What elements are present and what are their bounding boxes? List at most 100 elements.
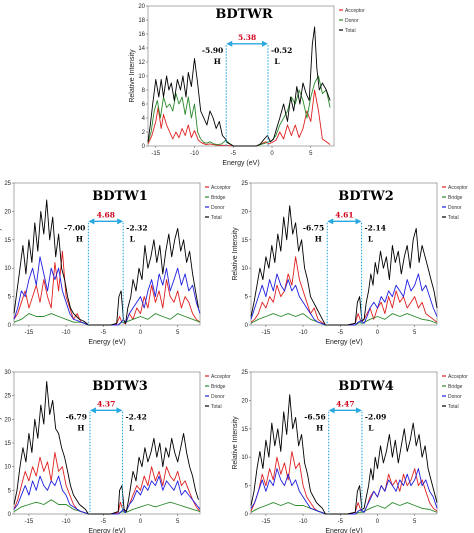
homo-value-label: -6.75	[303, 223, 324, 232]
y-tick-label: 20	[138, 4, 145, 10]
legend-label: Donor	[345, 18, 359, 24]
x-tick-label: 0	[376, 519, 380, 525]
homo-letter-label: H	[214, 57, 221, 66]
y-tick-label: 15	[4, 441, 11, 447]
gap-value-label: 5.38	[238, 33, 256, 42]
series-line-donor	[13, 256, 201, 326]
gap-arrow-right-head	[261, 40, 268, 47]
series-line-total	[147, 26, 331, 147]
y-tick-label: 12	[138, 60, 145, 66]
homo-letter-label: H	[77, 423, 84, 432]
x-axis-title: Energy (eV)	[325, 339, 362, 346]
legend-label: Bridge	[211, 384, 226, 390]
series-line-donor	[250, 273, 438, 326]
series-line-donor	[250, 468, 438, 515]
panel-title: BDTW1	[92, 189, 148, 204]
y-tick-label: 5	[8, 295, 12, 301]
y-axis-title: Relative Intensity	[0, 416, 2, 470]
x-tick-label: -10	[62, 330, 71, 336]
legend-label: Total	[448, 404, 459, 410]
x-tick-label: 5	[176, 330, 180, 336]
legend-label: Acceptor	[345, 8, 365, 14]
gap-value-label: 4.68	[97, 210, 115, 219]
x-tick-label: -15	[151, 151, 160, 157]
y-tick-label: 20	[4, 417, 11, 423]
legend-label: Donor	[211, 394, 225, 400]
y-tick-label: 10	[241, 266, 248, 272]
panel-bdtw1: 0 5 10 15 20 25 -15 -10 -5 0 5 Energy (eV) Relative …	[0, 181, 231, 346]
lumo-letter-label: L	[130, 234, 136, 243]
series-line-total	[13, 381, 199, 515]
x-tick-label: -5	[231, 151, 237, 157]
y-tick-label: 6	[142, 102, 146, 108]
y-tick-label: 25	[4, 181, 11, 187]
x-tick-label: 0	[270, 151, 274, 157]
plot-frame	[250, 182, 438, 326]
x-axis-title: Energy (eV)	[222, 160, 259, 167]
y-tick-label: 30	[4, 370, 11, 376]
y-tick-label: 18	[138, 18, 145, 24]
lumo-value-label: -2.14	[365, 223, 386, 232]
x-tick-label: -10	[299, 519, 308, 525]
legend-label: Bridge	[448, 195, 463, 201]
x-axis-title: Energy (eV)	[325, 528, 362, 533]
y-tick-label: 10	[4, 266, 11, 272]
series-line-total	[250, 205, 438, 326]
legend-label: Donor	[211, 205, 225, 211]
homo-value-label: -5.90	[202, 46, 223, 55]
x-tick-label: -5	[338, 330, 344, 336]
gap-arrow-left-head	[88, 218, 95, 225]
x-tick-label: -5	[101, 519, 107, 525]
series-line-bridge	[250, 313, 438, 326]
y-tick-label: 2	[142, 130, 146, 136]
y-tick-label: 10	[4, 465, 11, 471]
y-tick-label: 4	[142, 116, 146, 122]
lumo-value-label: -0.52	[271, 46, 292, 55]
legend-label: Acceptor	[448, 374, 468, 380]
x-tick-label: 0	[139, 330, 143, 336]
x-tick-label: 5	[413, 519, 417, 525]
y-axis-title: Relative Intensity	[129, 49, 136, 103]
gap-arrow-right-head	[355, 407, 362, 414]
y-tick-label: 20	[241, 209, 248, 215]
gap-value-label: 4.37	[97, 399, 115, 408]
x-tick-label: -15	[25, 330, 34, 336]
series-line-bridge	[13, 313, 201, 326]
y-tick-label: 0	[142, 144, 146, 150]
homo-letter-label: H	[316, 423, 323, 432]
plot-frame	[147, 5, 335, 147]
gap-value-label: 4.61	[335, 210, 353, 219]
x-tick-label: -5	[338, 519, 344, 525]
lumo-letter-label: L	[368, 234, 374, 243]
legend-label: Donor	[448, 394, 462, 400]
gap-arrow-right-head	[355, 218, 362, 225]
legend-label: Bridge	[448, 384, 463, 390]
y-tick-label: 15	[241, 427, 248, 433]
y-tick-label: 16	[138, 32, 145, 38]
homo-letter-label: H	[315, 234, 322, 243]
panel-title: BDTW3	[92, 379, 148, 394]
legend-label: Acceptor	[211, 374, 231, 380]
y-tick-label: 15	[241, 238, 248, 244]
y-tick-label: 25	[241, 370, 248, 376]
x-tick-label: -15	[262, 519, 271, 525]
y-tick-label: 14	[138, 46, 145, 52]
x-tick-label: -10	[299, 330, 308, 336]
series-line-donor	[13, 475, 201, 515]
y-tick-label: 5	[245, 295, 249, 301]
x-axis-title: Energy (eV)	[88, 528, 125, 533]
gap-arrow-left-head	[328, 407, 335, 414]
series-line-acceptor	[147, 89, 331, 147]
y-axis-title: Relative Intensity	[0, 227, 2, 281]
homo-value-label: -6.56	[304, 412, 325, 421]
series-line-acceptor	[13, 452, 201, 515]
y-tick-label: 10	[241, 455, 248, 461]
y-tick-label: 15	[4, 238, 11, 244]
x-tick-label: 0	[376, 330, 380, 336]
panel-bdtw3: 0 5 10 15 20 25 30 -15 -10 -5 0 5 Energy (eV) Relativ…	[0, 370, 231, 533]
gap-arrow-left-head	[226, 40, 233, 47]
lumo-value-label: -2.32	[126, 223, 147, 232]
gap-arrow-right-head	[116, 407, 123, 414]
legend-label: Total	[211, 404, 222, 410]
